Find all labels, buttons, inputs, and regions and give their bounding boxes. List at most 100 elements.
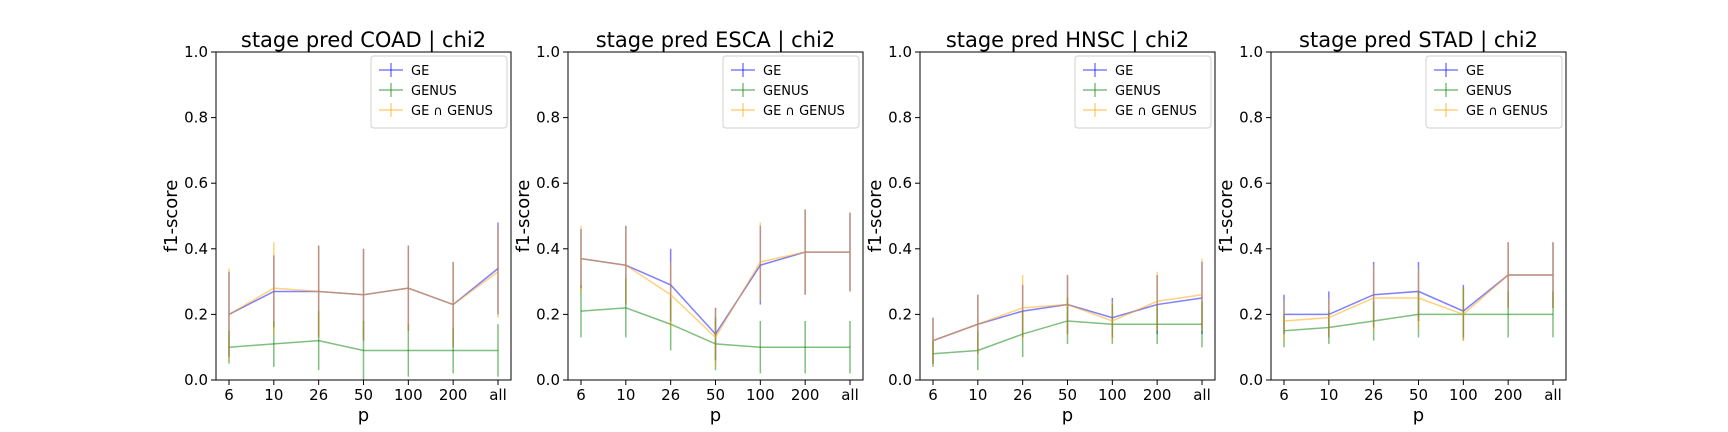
legend-entry: GE [1466,64,1484,79]
x-tick-label: 100 [1098,386,1127,404]
y-tick-label: 0.4 [888,240,912,258]
chart-title: stage pred HNSC | chi2 [946,28,1189,53]
chart-title: stage pred COAD | chi2 [241,28,486,53]
x-axis-label: p [358,405,369,426]
y-axis-label: f1-score [865,180,886,253]
y-tick-label: 0.4 [1239,240,1263,258]
series-line-3 [1283,274,1553,322]
x-tick-label: 6 [1279,386,1289,404]
y-tick-label: 0.4 [184,240,208,258]
y-tick-label: 0.8 [184,109,208,127]
x-axis-label: p [1062,405,1073,426]
x-tick-label: 10 [968,386,987,404]
y-tick-label: 0.8 [888,109,912,127]
y-tick-label: 0.6 [536,174,560,192]
legend-entry: GE [763,64,781,79]
y-tick-label: 0.0 [1239,371,1263,389]
x-tick-label: 26 [1013,386,1032,404]
x-tick-label: 50 [354,386,373,404]
x-tick-label: 200 [791,386,820,404]
legend-entry: GE ∩ GENUS [763,104,845,119]
x-tick-label: 10 [616,386,635,404]
series-group [580,209,851,374]
y-tick-label: 0.6 [888,174,912,192]
legend: GE GENUS GE ∩ GENUS [722,55,860,129]
series-line-3 [228,271,499,316]
y-tick-label: 0.2 [1239,305,1263,323]
x-tick-label: 26 [309,386,328,404]
y-tick-label: 1.0 [1239,43,1263,61]
y-tick-label: 0.8 [536,109,560,127]
y-tick-label: 0.2 [184,305,208,323]
legend-entry: GENUS [411,84,457,99]
series-group [228,222,499,380]
y-tick-label: 0.6 [1239,174,1263,192]
legend-entry: GENUS [1466,84,1512,99]
legend-entry: GE [1115,64,1133,79]
x-tick-label: 100 [394,386,423,404]
y-tick-label: 1.0 [536,43,560,61]
chart-panel-2: stage pred ESCA | chi2 0.0 0.2 0.4 0.6 0.8 1.0… [513,28,864,426]
legend: GE GENUS GE ∩ GENUS [1425,55,1563,129]
y-axis-label: f1-score [1216,180,1237,253]
chart-panel-3: stage pred HNSC | chi2 0.0 0.2 0.4 0.6 0.8 1.0… [865,28,1216,426]
legend-entry: GE ∩ GENUS [1115,104,1197,119]
y-tick-label: 0.8 [1239,109,1263,127]
x-axis-label: p [710,405,721,426]
y-tick-label: 1.0 [184,43,208,61]
series-line-3 [580,251,850,339]
x-tick-label: 6 [576,386,586,404]
legend-entry: GE ∩ GENUS [411,104,493,119]
y-tick-label: 0.0 [184,371,208,389]
plot-frame [1270,51,1567,381]
chart-panel-1: stage pred COAD | chi2 0.0 0.2 0.4 0.6 0.8 1.0… [161,28,512,426]
x-axis-label: p [1413,405,1424,426]
plot-frame [215,51,512,381]
y-tick-label: 0.2 [888,305,912,323]
legend: GE GENUS GE ∩ GENUS [1074,55,1212,129]
plot-frame [919,51,1216,381]
y-tick-label: 0.2 [536,305,560,323]
x-tick-label: 50 [706,386,725,404]
series-line-2 [228,339,498,352]
y-tick-label: 0.6 [184,174,208,192]
y-tick-label: 0.0 [536,371,560,389]
legend-entry: GE ∩ GENUS [1466,104,1548,119]
chart-title: stage pred ESCA | chi2 [596,28,836,53]
chart-panel-4: stage pred STAD | chi2 0.0 0.2 0.4 0.6 0.8 1.0… [1216,28,1567,426]
series-line-3 [932,293,1203,342]
x-tick-label: all [489,386,507,404]
x-tick-label: 200 [1494,386,1523,404]
series-group [932,258,1203,371]
legend: GE GENUS GE ∩ GENUS [370,55,508,129]
legend-entry: GENUS [1115,84,1161,99]
x-tick-label: all [1544,386,1562,404]
x-tick-label: 100 [746,386,775,404]
chart-title: stage pred STAD | chi2 [1299,28,1538,53]
y-tick-label: 0.4 [536,240,560,258]
series-group [1283,242,1554,348]
x-tick-label: 50 [1058,386,1077,404]
x-tick-label: 6 [224,386,234,404]
x-tick-label: all [841,386,859,404]
x-tick-label: 50 [1409,386,1428,404]
y-tick-label: 0.0 [888,371,912,389]
x-tick-label: 10 [1319,386,1338,404]
x-tick-label: all [1193,386,1211,404]
legend-entry: GE [411,64,429,79]
x-tick-label: 100 [1449,386,1478,404]
x-tick-label: 26 [1364,386,1383,404]
y-tick-label: 1.0 [888,43,912,61]
legend-entry: GENUS [763,84,809,99]
x-tick-label: 200 [1143,386,1172,404]
x-tick-label: 200 [439,386,468,404]
legend-box [1425,55,1563,129]
y-axis-label: f1-score [161,180,182,253]
x-tick-label: 10 [264,386,283,404]
plot-frame [567,51,864,381]
legend-box [722,55,860,129]
legend-box [370,55,508,129]
x-tick-label: 6 [928,386,938,404]
legend-box [1074,55,1212,129]
